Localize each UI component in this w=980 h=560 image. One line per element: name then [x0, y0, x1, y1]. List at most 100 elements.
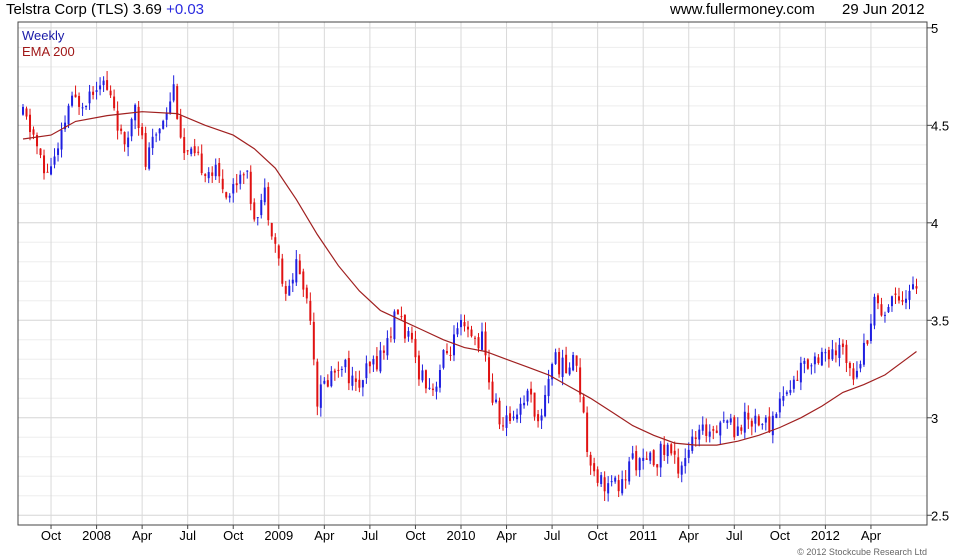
candle-body — [691, 436, 694, 451]
candle-body — [796, 379, 799, 381]
candle-body — [466, 326, 469, 330]
candle-body — [141, 126, 144, 136]
candle-body — [610, 481, 613, 483]
candle-body — [600, 475, 603, 485]
chart-date: 29 Jun 2012 — [842, 1, 925, 18]
candle-body — [123, 132, 126, 145]
candle-body — [148, 147, 151, 169]
candle-body — [659, 443, 662, 468]
candle-body — [670, 444, 673, 454]
candle-body — [389, 336, 392, 338]
candle-body — [386, 338, 389, 356]
candle-body — [855, 370, 858, 378]
candle-body — [897, 296, 900, 301]
candle-body — [901, 299, 904, 302]
candle-body — [565, 354, 568, 374]
candle-body — [410, 332, 413, 340]
candle-body — [242, 174, 245, 176]
candle-body — [29, 114, 32, 133]
candle-body — [677, 457, 680, 474]
candle-body — [498, 400, 501, 425]
candle-body — [701, 424, 704, 431]
candle-body — [361, 380, 364, 388]
candle-body — [162, 120, 165, 129]
candle-body — [509, 413, 512, 421]
candle-body — [817, 357, 820, 364]
candle-body — [270, 222, 273, 237]
candle-layer — [22, 71, 918, 502]
candle-body — [719, 422, 722, 436]
candle-body — [50, 166, 53, 175]
candle-body — [235, 183, 238, 186]
candle-body — [516, 414, 519, 420]
candle-body — [309, 300, 312, 321]
candle-body — [866, 340, 869, 344]
candle-body — [589, 454, 592, 466]
candle-body — [894, 293, 897, 295]
candle-body — [263, 187, 266, 203]
tick-layer: 2.5 3 3.5 4 4.5 5 Oct 2008 Apr Jul Oct 2009 Apr Jul Oc… — [41, 21, 949, 543]
candle-body — [351, 375, 354, 386]
candle-body — [183, 137, 186, 154]
candle-body — [887, 306, 890, 313]
candle-body — [551, 364, 554, 380]
candle-body — [442, 350, 445, 368]
candle-body — [102, 80, 105, 86]
candle-body — [407, 331, 410, 337]
candle-body — [841, 343, 844, 348]
x-tick-label: Apr — [132, 528, 153, 543]
candle-body — [848, 362, 851, 369]
candle-body — [526, 390, 529, 402]
candle-body — [862, 342, 865, 365]
candle-body — [113, 96, 116, 109]
candle-body — [337, 369, 340, 371]
candle-body — [193, 146, 196, 154]
candle-body — [256, 217, 259, 219]
candle-body — [764, 417, 767, 423]
candle-body — [288, 285, 291, 296]
chart-title: Telstra Corp (TLS) 3.69 +0.03 — [6, 1, 204, 18]
x-tick-label: Oct — [770, 528, 791, 543]
candle-body — [74, 94, 77, 98]
website-label: www.fullermoney.com — [670, 1, 815, 18]
candle-body — [354, 378, 357, 382]
candle-body — [740, 427, 743, 431]
candle-body — [876, 295, 879, 304]
candle-body — [46, 171, 49, 173]
candle-body — [568, 367, 571, 375]
candle-body — [869, 323, 872, 341]
candle-body — [540, 415, 543, 421]
candle-body — [673, 450, 676, 455]
candle-body — [712, 429, 715, 431]
candle-body — [424, 370, 427, 389]
candle-body — [733, 417, 736, 438]
candle-body — [452, 334, 455, 356]
candle-body — [726, 420, 729, 423]
candle-body — [561, 357, 564, 378]
candle-body — [57, 148, 60, 155]
y-tick-label: 4 — [931, 216, 938, 231]
candle-body — [99, 85, 102, 90]
x-tick-label: 2010 — [447, 528, 476, 543]
candle-body — [330, 371, 333, 387]
candle-body — [92, 91, 95, 95]
candle-body — [316, 361, 319, 407]
candle-body — [586, 412, 589, 452]
candle-body — [680, 465, 683, 475]
candle-body — [323, 380, 326, 384]
candle-body — [827, 350, 830, 360]
candle-body — [628, 461, 631, 482]
candle-body — [43, 155, 46, 174]
candle-body — [831, 349, 834, 360]
candle-body — [326, 380, 329, 387]
candle-body — [456, 328, 459, 335]
candle-body — [382, 350, 385, 353]
candle-body — [64, 122, 67, 130]
ema-200-line — [22, 111, 917, 446]
candle-body — [393, 311, 396, 340]
y-tick-label: 2.5 — [931, 508, 949, 523]
candle-body — [291, 279, 294, 284]
candle-body — [340, 368, 343, 370]
candle-body — [120, 128, 123, 131]
